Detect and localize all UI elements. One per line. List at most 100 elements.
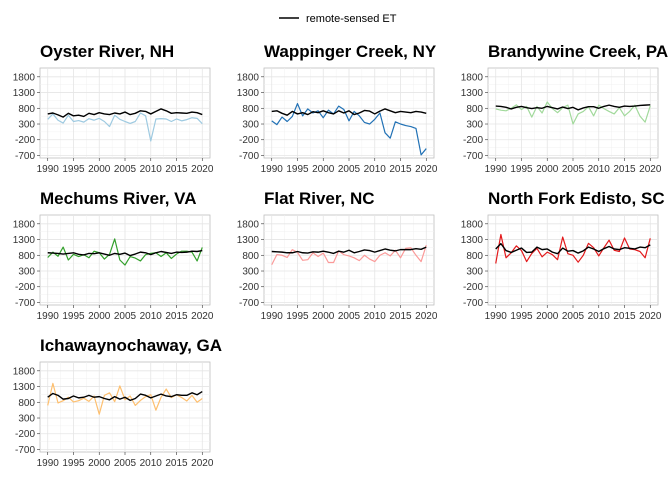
- remote-sensed-et-line: [47, 249, 203, 257]
- x-tick-label: 2005: [562, 311, 585, 322]
- x-tick-label: 2010: [364, 164, 387, 175]
- y-tick-label: -200: [15, 429, 35, 440]
- y-tick-label: -700: [15, 445, 35, 456]
- x-tick-label: 2020: [639, 311, 662, 322]
- y-tick-label: -700: [463, 298, 483, 309]
- y-tick-label: 1300: [13, 235, 36, 246]
- x-tick-label: 1990: [485, 311, 508, 322]
- x-tick-label: 2010: [140, 458, 163, 469]
- y-tick-label: 1300: [237, 88, 260, 99]
- x-tick-label: 2005: [338, 164, 361, 175]
- y-tick-label: 300: [242, 267, 259, 278]
- x-tick-label: 1990: [37, 458, 60, 469]
- x-tick-label: 1995: [286, 164, 309, 175]
- panel-4: Flat River, NC -700 -200 300 800 1300 1800 1990…: [237, 189, 438, 322]
- x-tick-label: 2010: [140, 311, 163, 322]
- panel-3: Mechums River, VA -700 -200 300 800 1300 1800 1…: [13, 189, 214, 322]
- y-tick-label: 300: [466, 120, 483, 131]
- y-tick-label: 300: [466, 267, 483, 278]
- y-tick-label: 1800: [237, 72, 260, 83]
- series-line: [271, 102, 427, 156]
- y-tick-label: 1800: [461, 72, 484, 83]
- y-tick-label: -200: [463, 282, 483, 293]
- y-tick-label: 300: [18, 414, 35, 425]
- y-tick-label: 1300: [13, 382, 36, 393]
- panel-title: Oyster River, NH: [40, 42, 174, 61]
- panel-2: Brandywine Creek, PA -700 -200 300 800 1300 18…: [461, 42, 668, 175]
- remote-sensed-et-line: [271, 246, 427, 255]
- x-tick-label: 2000: [536, 164, 559, 175]
- y-tick-label: 800: [18, 398, 35, 409]
- x-tick-label: 1990: [485, 164, 508, 175]
- y-tick-label: -700: [15, 151, 35, 162]
- y-tick-label: 300: [242, 120, 259, 131]
- y-tick-label: 1800: [13, 366, 36, 377]
- legend-label: remote-sensed ET: [306, 13, 397, 25]
- y-tick-label: 1800: [13, 72, 36, 83]
- y-tick-label: 300: [18, 120, 35, 131]
- x-tick-label: 2010: [140, 164, 163, 175]
- y-tick-label: 1300: [13, 88, 36, 99]
- remote-sensed-et-line: [47, 108, 203, 118]
- remote-sensed-et-line: [495, 242, 651, 255]
- x-tick-label: 2020: [415, 311, 438, 322]
- x-tick-label: 2015: [165, 458, 188, 469]
- x-tick-label: 2020: [191, 311, 214, 322]
- series-line: [495, 101, 651, 125]
- x-tick-label: 2015: [389, 164, 412, 175]
- x-tick-label: 1995: [62, 458, 85, 469]
- panel-1: Wappinger Creek, NY -700 -200 300 800 1300 180…: [237, 42, 438, 175]
- y-tick-label: -200: [15, 135, 35, 146]
- x-tick-label: 2015: [389, 311, 412, 322]
- x-tick-label: 2020: [191, 458, 214, 469]
- x-tick-label: 2015: [165, 311, 188, 322]
- x-tick-label: 2020: [639, 164, 662, 175]
- panel-title: Brandywine Creek, PA: [488, 42, 668, 61]
- x-tick-label: 2000: [88, 311, 111, 322]
- panel-6: Ichawaynochaway, GA -700 -200 300 800 1300 180…: [13, 336, 222, 469]
- facet-panels: Oyster River, NH -700 -200 300 800 1300 1800 19…: [13, 42, 668, 469]
- y-tick-label: 800: [242, 104, 259, 115]
- x-tick-label: 1995: [62, 311, 85, 322]
- x-tick-label: 2005: [114, 164, 137, 175]
- y-tick-label: -700: [239, 298, 259, 309]
- x-tick-label: 2015: [165, 164, 188, 175]
- panel-title: Flat River, NC: [264, 189, 375, 208]
- x-tick-label: 2005: [114, 311, 137, 322]
- panel-5: North Fork Edisto, SC -700 -200 300 800 1300 1…: [461, 189, 665, 322]
- y-tick-label: 800: [18, 251, 35, 262]
- x-tick-label: 1990: [37, 311, 60, 322]
- y-tick-label: -200: [15, 282, 35, 293]
- panel-title: Ichawaynochaway, GA: [40, 336, 222, 355]
- x-tick-label: 2000: [536, 311, 559, 322]
- x-tick-label: 1990: [261, 164, 284, 175]
- panel-0: Oyster River, NH -700 -200 300 800 1300 1800 19…: [13, 42, 214, 175]
- x-tick-label: 1990: [261, 311, 284, 322]
- y-tick-label: 1800: [237, 219, 260, 230]
- x-tick-label: 2000: [88, 458, 111, 469]
- y-tick-label: 1300: [461, 235, 484, 246]
- x-tick-label: 2020: [191, 164, 214, 175]
- x-tick-label: 2000: [312, 311, 335, 322]
- x-tick-label: 1995: [510, 164, 533, 175]
- x-tick-label: 1995: [286, 311, 309, 322]
- remote-sensed-et-line: [495, 104, 651, 111]
- remote-sensed-et-line: [271, 108, 427, 116]
- y-tick-label: -200: [239, 135, 259, 146]
- y-tick-label: 800: [466, 251, 483, 262]
- y-tick-label: -700: [239, 151, 259, 162]
- y-tick-label: 1800: [13, 219, 36, 230]
- x-tick-label: 2005: [114, 458, 137, 469]
- panel-title: North Fork Edisto, SC: [488, 189, 665, 208]
- y-tick-label: -200: [463, 135, 483, 146]
- y-tick-label: 1300: [237, 235, 260, 246]
- legend: remote-sensed ET: [279, 13, 397, 25]
- x-tick-label: 2010: [364, 311, 387, 322]
- remote-sensed-et-line: [47, 390, 203, 402]
- series-line: [47, 112, 203, 142]
- series-line: [271, 245, 427, 265]
- x-tick-label: 2000: [312, 164, 335, 175]
- x-tick-label: 1995: [510, 311, 533, 322]
- y-tick-label: 800: [466, 104, 483, 115]
